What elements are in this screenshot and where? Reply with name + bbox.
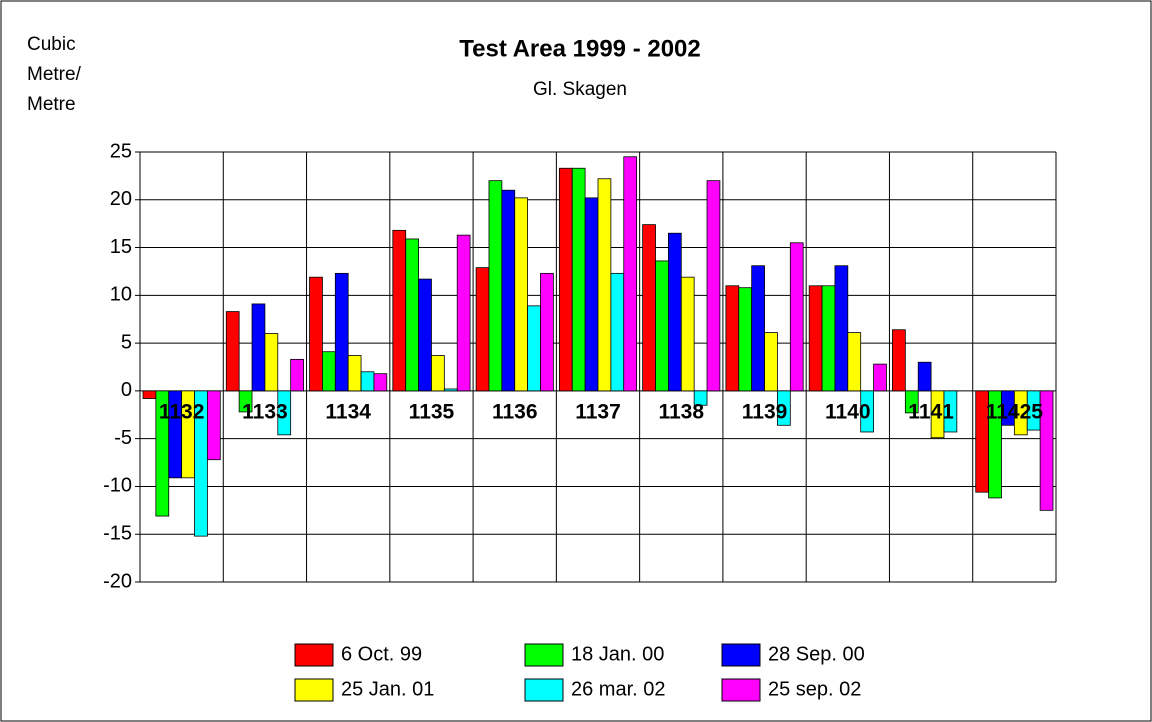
bar [821, 285, 836, 392]
bar [655, 260, 669, 392]
bar [738, 287, 753, 392]
bar [860, 390, 874, 433]
chart-subtitle: Gl. Skagen [533, 79, 627, 100]
y-tick-label: 15 [110, 236, 132, 258]
bar [667, 232, 682, 392]
y-axis-label: Cubic [27, 34, 76, 55]
bar [225, 311, 240, 392]
bar [142, 390, 157, 399]
bar [873, 363, 887, 392]
y-tick-label: -10 [103, 475, 132, 497]
bar [725, 285, 740, 392]
legend-swatch [294, 678, 334, 702]
bar [558, 167, 573, 392]
bar [334, 272, 349, 392]
bar [943, 390, 958, 433]
bar [347, 355, 362, 392]
bar [264, 333, 279, 392]
bar [751, 265, 765, 392]
bar [418, 278, 432, 392]
bar [238, 390, 253, 413]
legend-swatch [524, 643, 564, 667]
x-tick-label: 1134 [325, 400, 371, 423]
y-tick-label: -5 [114, 427, 132, 449]
bar [597, 178, 612, 392]
legend-label: 25 Jan. 01 [341, 678, 434, 700]
y-tick-label: 20 [110, 188, 132, 210]
bar [206, 390, 221, 461]
y-tick-label: 5 [121, 331, 132, 353]
legend-swatch [721, 643, 761, 667]
legend-label: 28 Sep. 00 [768, 643, 865, 665]
bar [834, 265, 849, 392]
x-tick-label: 1141 [908, 400, 954, 423]
bar [501, 189, 516, 392]
bar [789, 242, 804, 392]
bar [527, 305, 541, 392]
bar [405, 238, 419, 392]
x-tick-label: 1140 [825, 400, 871, 423]
x-tick-label: 1133 [242, 400, 288, 423]
y-tick-label: 25 [110, 140, 132, 162]
bar [610, 272, 625, 392]
bar [540, 272, 554, 392]
bar [904, 390, 919, 414]
legend-label: 6 Oct. 99 [341, 643, 422, 665]
bar [392, 229, 407, 392]
bar [322, 351, 336, 392]
y-tick-label: 10 [110, 284, 132, 306]
x-tick-label: 1135 [409, 400, 455, 423]
bar [1039, 390, 1054, 511]
bar [706, 180, 721, 392]
x-tick-label: 1137 [575, 400, 621, 423]
bar [847, 332, 862, 392]
bar [251, 303, 266, 392]
bar [623, 156, 638, 392]
bar [475, 267, 490, 392]
bar [431, 355, 445, 392]
bar [808, 285, 823, 392]
y-tick-label: -20 [103, 570, 132, 592]
legend-swatch [524, 678, 564, 702]
bar [571, 167, 586, 392]
bar [309, 276, 323, 392]
bar [443, 388, 458, 392]
bar [680, 276, 695, 392]
bar [456, 234, 471, 392]
legend-label: 26 mar. 02 [571, 678, 666, 700]
bar [764, 332, 778, 392]
x-tick-label: 1132 [159, 400, 205, 423]
bar [693, 390, 708, 406]
x-tick-label: 1136 [492, 400, 538, 423]
bar [488, 180, 503, 392]
y-axis-label: Metre [27, 94, 76, 115]
y-tick-label: 0 [121, 379, 132, 401]
y-axis-label: Metre/ [27, 64, 82, 85]
bar [514, 197, 529, 392]
bar [642, 224, 656, 392]
bar [373, 373, 388, 392]
x-tick-label: 11425 [986, 400, 1044, 423]
x-tick-label: 1138 [658, 400, 704, 423]
legend-swatch [294, 643, 334, 667]
legend-swatch [721, 678, 761, 702]
y-tick-label: -15 [103, 523, 132, 545]
x-tick-label: 1139 [742, 400, 788, 423]
bar [277, 390, 292, 436]
bar [917, 361, 932, 392]
bar [290, 358, 304, 392]
bar [584, 197, 599, 392]
bar [360, 371, 375, 392]
bar [194, 390, 208, 537]
legend-label: 25 sep. 02 [768, 678, 861, 700]
legend-label: 18 Jan. 00 [571, 643, 664, 665]
bar [892, 329, 906, 392]
bar [777, 390, 791, 426]
chart-title: Test Area 1999 - 2002 [459, 35, 701, 62]
bar [988, 390, 1002, 499]
